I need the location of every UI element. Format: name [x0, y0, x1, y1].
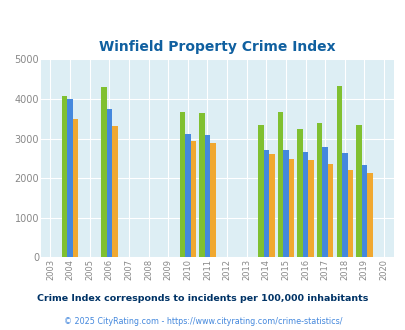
- Bar: [341, 153, 347, 257]
- Bar: [307, 160, 313, 257]
- Bar: [347, 170, 352, 257]
- Bar: [67, 99, 72, 257]
- Title: Winfield Property Crime Index: Winfield Property Crime Index: [99, 40, 335, 54]
- Bar: [62, 96, 67, 257]
- Bar: [296, 129, 302, 257]
- Bar: [336, 86, 341, 257]
- Bar: [269, 154, 274, 257]
- Bar: [366, 174, 372, 257]
- Bar: [322, 147, 327, 257]
- Bar: [72, 119, 78, 257]
- Text: Crime Index corresponds to incidents per 100,000 inhabitants: Crime Index corresponds to incidents per…: [37, 294, 368, 303]
- Bar: [258, 125, 263, 257]
- Bar: [316, 123, 322, 257]
- Bar: [302, 152, 307, 257]
- Bar: [185, 134, 190, 257]
- Bar: [199, 113, 204, 257]
- Bar: [190, 141, 196, 257]
- Bar: [106, 109, 112, 257]
- Bar: [355, 125, 361, 257]
- Bar: [101, 87, 106, 257]
- Bar: [277, 113, 282, 257]
- Bar: [361, 165, 366, 257]
- Bar: [263, 150, 269, 257]
- Bar: [210, 143, 215, 257]
- Text: © 2025 CityRating.com - https://www.cityrating.com/crime-statistics/: © 2025 CityRating.com - https://www.city…: [64, 317, 341, 326]
- Bar: [327, 164, 333, 257]
- Bar: [204, 135, 210, 257]
- Bar: [288, 159, 293, 257]
- Bar: [179, 113, 185, 257]
- Bar: [282, 150, 288, 257]
- Bar: [112, 125, 117, 257]
